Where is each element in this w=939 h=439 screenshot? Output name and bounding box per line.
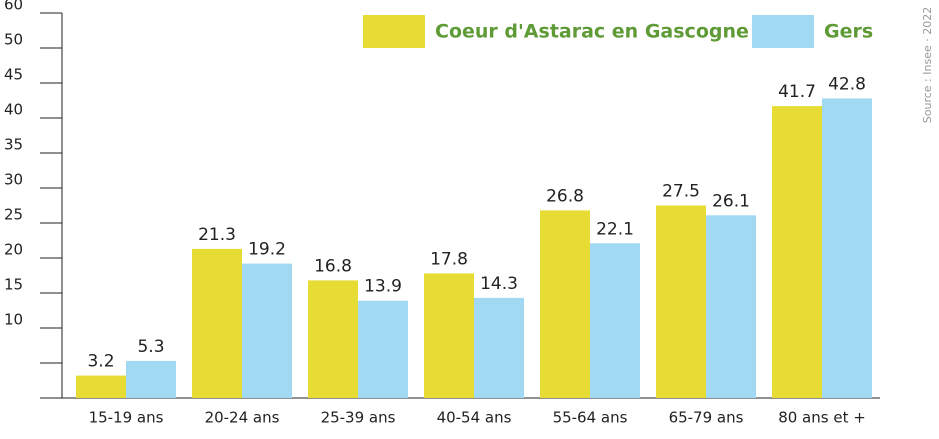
- legend-label: Coeur d'Astarac en Gascogne: [435, 21, 749, 43]
- value-label: 14.3: [480, 274, 518, 294]
- x-tick-label: 15-19 ans: [89, 409, 164, 427]
- value-label: 21.3: [198, 225, 236, 245]
- value-label: 26.8: [546, 186, 584, 206]
- legend-label: Gers: [824, 21, 873, 43]
- bar: [822, 98, 872, 399]
- value-label: 26.1: [712, 191, 750, 211]
- value-label: 27.5: [662, 182, 700, 202]
- bar: [308, 280, 358, 398]
- value-label: 17.8: [430, 249, 468, 269]
- bar: [474, 297, 524, 398]
- y-tick-label: 40: [4, 101, 23, 119]
- x-tick-label: 25-39 ans: [321, 409, 396, 427]
- x-tick-label: 80 ans et +: [778, 409, 866, 427]
- value-label: 16.8: [314, 256, 352, 276]
- value-label: 19.2: [248, 240, 286, 260]
- bar: [76, 375, 126, 398]
- y-tick-label: 10: [4, 311, 23, 329]
- bar: [358, 300, 408, 398]
- y-tick-label: 45: [4, 66, 23, 84]
- legend-swatch: [363, 15, 425, 48]
- value-label: 3.2: [87, 352, 114, 372]
- legend-swatch: [752, 15, 814, 48]
- value-label: 13.9: [364, 277, 402, 297]
- value-label: 42.8: [828, 74, 866, 94]
- bar: [706, 215, 756, 398]
- bar: [772, 106, 822, 398]
- bar: [192, 248, 242, 398]
- y-tick-label: 60: [4, 0, 23, 14]
- x-tick-label: 55-64 ans: [553, 409, 628, 427]
- value-label: 5.3: [137, 337, 164, 357]
- bar: [656, 205, 706, 398]
- bar: [126, 360, 176, 398]
- y-tick-label: 30: [4, 171, 23, 189]
- y-tick-label: 15: [4, 276, 23, 294]
- value-label: 22.1: [596, 219, 634, 239]
- y-tick-label: 20: [4, 241, 23, 259]
- y-tick-label: 25: [4, 206, 23, 224]
- bar: [242, 263, 292, 398]
- x-tick-label: 40-54 ans: [437, 409, 512, 427]
- y-tick-label: 35: [4, 136, 23, 154]
- x-tick-label: 20-24 ans: [205, 409, 280, 427]
- source: Source : Insee · 2022: [921, 7, 934, 123]
- y-tick-label: 50: [4, 31, 23, 49]
- x-tick-label: 65-79 ans: [669, 409, 744, 427]
- bar: [540, 210, 590, 398]
- value-label: 41.7: [778, 82, 816, 102]
- bar: [424, 273, 474, 398]
- bar: [590, 243, 640, 398]
